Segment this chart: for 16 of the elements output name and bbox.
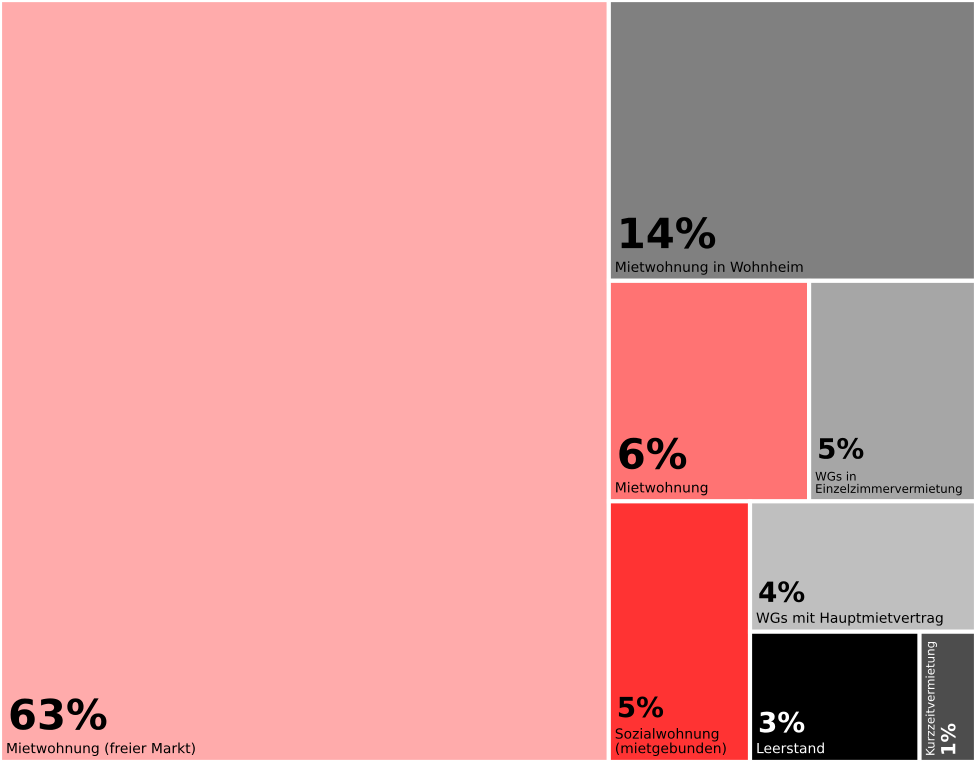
category-label: Sozialwohnung (mietgebunden) bbox=[616, 728, 726, 756]
category-label: Kurzzeitvermietung bbox=[926, 642, 937, 755]
data-label: 5% bbox=[618, 696, 664, 718]
data-label: 14% bbox=[621, 217, 716, 249]
data-label: 63% bbox=[10, 698, 106, 730]
category-label: Mietwohnung (freier Markt) bbox=[7, 742, 195, 756]
category-label: WGs mit Hauptmietvertrag bbox=[756, 612, 943, 626]
category-label: WGs in Einzelzimmervermietung bbox=[815, 472, 962, 496]
data-label: 1% bbox=[940, 724, 956, 754]
data-label: 4% bbox=[759, 581, 804, 602]
category-label: Mietwohnung in Wohnheim bbox=[616, 261, 803, 275]
data-label: 3% bbox=[760, 712, 804, 733]
category-label: Leerstand bbox=[757, 742, 824, 754]
data-label: 6% bbox=[619, 438, 686, 470]
category-label: Mietwohnung bbox=[616, 482, 708, 496]
data-label: 5% bbox=[819, 438, 864, 459]
